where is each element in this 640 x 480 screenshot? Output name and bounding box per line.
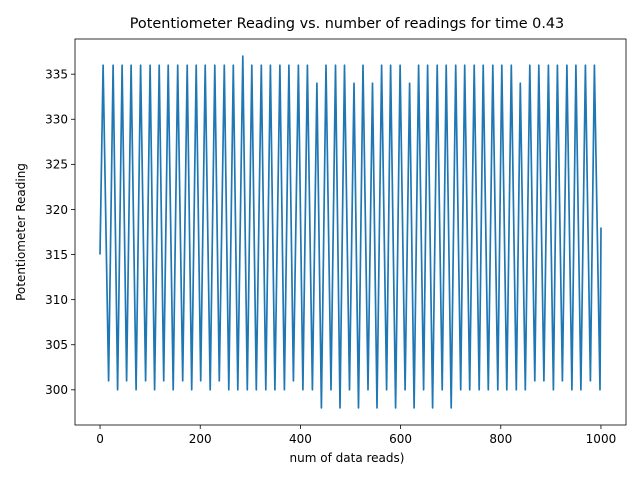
y-tick-label: 305 bbox=[45, 338, 68, 352]
x-axis-ticks: 0 200 400 600 800 1000 bbox=[96, 425, 616, 446]
x-tick-label: 400 bbox=[289, 432, 312, 446]
axes-frame bbox=[74, 38, 627, 426]
x-tick-label: 0 bbox=[96, 432, 104, 446]
y-tick-label: 325 bbox=[45, 158, 68, 172]
chart-title: Potentiometer Reading vs. number of read… bbox=[130, 16, 564, 32]
y-axis-label: Potentiometer Reading bbox=[14, 163, 28, 301]
y-tick-label: 335 bbox=[45, 67, 68, 81]
x-axis-label: num of data reads) bbox=[290, 451, 405, 465]
y-tick-label: 315 bbox=[45, 248, 68, 262]
y-axis-ticks: 300 305 310 315 320 325 330 335 bbox=[45, 67, 75, 397]
y-tick-label: 320 bbox=[45, 203, 68, 217]
y-tick-label: 310 bbox=[45, 293, 68, 307]
x-tick-label: 1000 bbox=[586, 432, 617, 446]
x-tick-label: 600 bbox=[389, 432, 412, 446]
plot-area bbox=[74, 38, 627, 426]
x-tick-label: 200 bbox=[189, 432, 212, 446]
y-tick-label: 300 bbox=[45, 383, 68, 397]
y-tick-label: 330 bbox=[45, 113, 68, 127]
data-series-line bbox=[99, 55, 602, 409]
x-tick-label: 800 bbox=[489, 432, 512, 446]
